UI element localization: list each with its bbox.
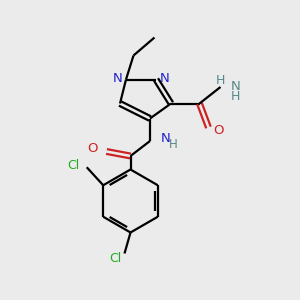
Text: H: H	[231, 89, 240, 103]
Text: Cl: Cl	[67, 159, 79, 172]
Text: H: H	[169, 138, 177, 152]
Text: O: O	[213, 124, 224, 137]
Text: N: N	[231, 80, 241, 94]
Text: O: O	[87, 142, 98, 155]
Text: N: N	[160, 132, 170, 146]
Text: H: H	[216, 74, 225, 88]
Text: N: N	[113, 71, 122, 85]
Text: Cl: Cl	[109, 251, 122, 265]
Text: N: N	[160, 71, 169, 85]
